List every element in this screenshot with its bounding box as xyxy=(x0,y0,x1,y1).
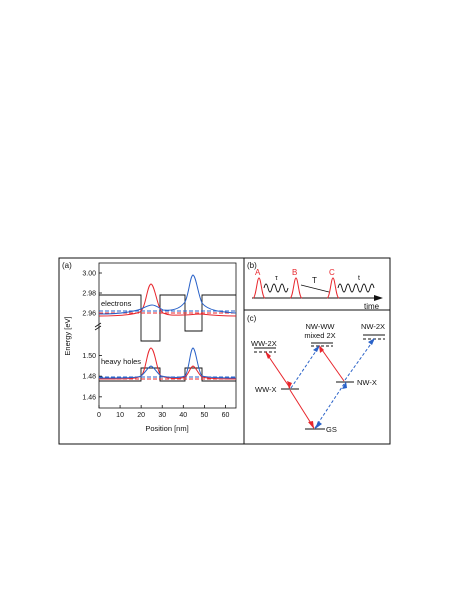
arrowhead-red-ww-2x xyxy=(265,351,271,359)
pulse-c-label: C xyxy=(329,268,335,277)
ww-2x-label: WW-2X xyxy=(251,339,277,348)
arrowhead-blue-mixed xyxy=(313,345,320,352)
arrowhead-blue-nw-2x xyxy=(368,338,375,345)
y-tick-label: 2.98 xyxy=(82,291,96,298)
x-tick-label: 40 xyxy=(179,412,187,419)
transition-gs-to-nw-x xyxy=(314,383,345,429)
electron-wavefunction-red xyxy=(98,283,237,317)
panel-a-frame xyxy=(58,257,245,445)
panel-c-label: (c) xyxy=(247,314,257,323)
x-tick-label: 60 xyxy=(222,412,230,419)
y-tick-label: 3.00 xyxy=(82,271,96,278)
heavy-holes-label: heavy holes xyxy=(101,357,141,366)
electron-wavefunction-blue xyxy=(98,274,237,315)
population-decay-line xyxy=(300,284,330,293)
pulse-c xyxy=(326,277,340,299)
x-axis-ticks: 0 10 20 30 40 50 60 xyxy=(97,405,229,419)
lower-y-axis-ticks: 1.50 1.48 1.46 xyxy=(82,353,102,401)
t-label: t xyxy=(358,275,360,282)
gs-label: GS xyxy=(326,425,337,434)
panel-b-label: (b) xyxy=(247,261,257,270)
arrowhead-blue-nw-x xyxy=(342,381,347,389)
arrowhead-red-gs xyxy=(308,421,314,429)
transition-ww-x-to-mixed-2x xyxy=(290,347,319,389)
x-tick-label: 20 xyxy=(137,412,145,419)
y-tick-label: 2.96 xyxy=(82,311,96,318)
arrowhead-red-mixed xyxy=(319,345,324,353)
y-tick-label: 1.50 xyxy=(82,353,96,360)
x-tick-label: 0 xyxy=(97,412,101,419)
energy-axis-label: Energy [eV] xyxy=(63,316,72,355)
time-axis-arrowhead xyxy=(374,295,383,301)
valence-band-profile xyxy=(99,367,236,382)
tau-label: τ xyxy=(275,275,278,282)
transition-ww-x-to-ww-2x xyxy=(266,353,291,389)
pulse-b xyxy=(289,277,303,299)
T-label: T xyxy=(312,276,317,285)
mixed-2x-label: mixed 2X xyxy=(304,331,335,340)
coherence-oscillation-t xyxy=(337,283,375,293)
transition-nw-x-to-mixed-2x xyxy=(319,346,345,382)
panel-a-label: (a) xyxy=(62,261,72,270)
pulse-b-label: B xyxy=(292,268,297,277)
coherence-oscillation-tau xyxy=(263,283,289,293)
y-tick-label: 1.46 xyxy=(82,394,96,401)
position-axis-label: Position [nm] xyxy=(145,424,188,433)
x-tick-label: 30 xyxy=(158,412,166,419)
nw-2x-label: NW-2X xyxy=(361,322,385,331)
x-tick-label: 10 xyxy=(116,412,124,419)
arrowhead-blue-gs xyxy=(315,421,322,429)
panel-bc-frame xyxy=(243,257,391,445)
y-tick-label: 1.48 xyxy=(82,374,96,381)
ww-x-label: WW-X xyxy=(255,385,277,394)
time-label: time xyxy=(364,302,380,311)
pulse-a-label: A xyxy=(255,268,261,277)
x-tick-label: 50 xyxy=(200,412,208,419)
nw-ww-label: NW-WW xyxy=(305,322,335,331)
axis-break-marker xyxy=(94,322,102,331)
hole-wavefunction-blue xyxy=(98,347,237,379)
electrons-label: electrons xyxy=(101,299,132,308)
pulse-a xyxy=(252,277,266,299)
plot-a-frame xyxy=(98,262,237,409)
nw-x-label: NW-X xyxy=(357,378,377,387)
arrowhead-red-ww-x xyxy=(287,381,292,389)
transition-nw-x-to-nw-2x xyxy=(344,340,374,381)
